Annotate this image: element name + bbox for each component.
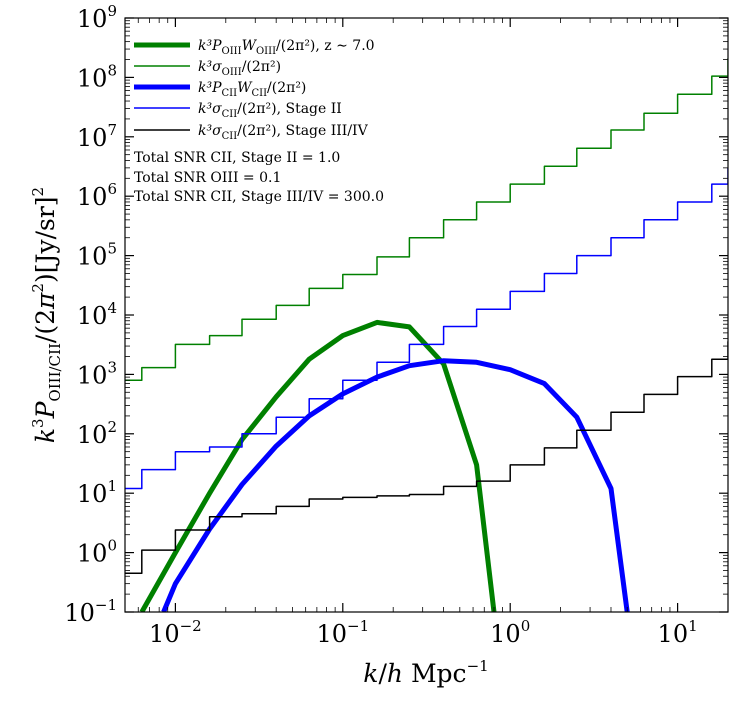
x-tick-label: 10−1 — [316, 617, 369, 648]
snr-annotations: Total SNR CII, Stage II = 1.0 Total SNR O… — [134, 150, 384, 205]
y-axis-label: k3POIII/CII/(2π2)[Jy/sr]2 — [29, 187, 64, 443]
legend-label-3: k³σCII/(2π²), Stage II — [198, 101, 342, 120]
y-tick-label: 100 — [77, 537, 117, 568]
plot-background — [125, 18, 728, 612]
series-3-line — [125, 167, 728, 490]
y-tick-label: 104 — [77, 299, 117, 330]
snr-annotation-0: Total SNR CII, Stage II = 1.0 — [134, 150, 340, 166]
legend-label-2: k³PCIIWCII/(2π²) — [198, 80, 306, 99]
y-tick-label: 103 — [77, 358, 117, 389]
snr-annotation-2: Total SNR CII, Stage III/IV = 300.0 — [134, 189, 384, 205]
ticks-layer: 10−1 100 101 102 103 104 105 106 107 108 109 10−2 10… — [64, 2, 729, 648]
y-tick-label: 108 — [77, 61, 117, 92]
y-tick-label: 10−1 — [64, 596, 117, 627]
y-tick-label: 101 — [77, 477, 117, 508]
legend: k³POIIIWOIII/(2π²), z ∼ 7.0 k³σOIII/(2π²)… — [134, 38, 375, 142]
x-axis-label: k/h Mpc−1 — [363, 657, 488, 688]
y-tick-label: 106 — [77, 180, 117, 211]
series-1-line — [125, 58, 728, 381]
x-tick-label: 10−2 — [149, 617, 202, 648]
x-tick-label: 100 — [490, 617, 530, 648]
y-tick-label: 109 — [77, 2, 117, 33]
series-0-line — [139, 319, 497, 612]
x-tick-label: 101 — [658, 617, 698, 648]
series-2-line — [161, 358, 630, 612]
y-tick-label: 105 — [77, 240, 117, 271]
series-4-line — [125, 341, 728, 574]
y-tick-label: 107 — [77, 121, 117, 152]
legend-label-0: k³POIIIWOIII/(2π²), z ∼ 7.0 — [198, 38, 375, 57]
snr-annotation-1: Total SNR OIII = 0.1 — [134, 170, 281, 186]
y-tick-label: 102 — [77, 418, 117, 449]
legend-label-1: k³σOIII/(2π²) — [198, 59, 281, 78]
series-layer — [125, 58, 728, 612]
legend-label-4: k³σCII/(2π²), Stage III/IV — [198, 123, 369, 142]
